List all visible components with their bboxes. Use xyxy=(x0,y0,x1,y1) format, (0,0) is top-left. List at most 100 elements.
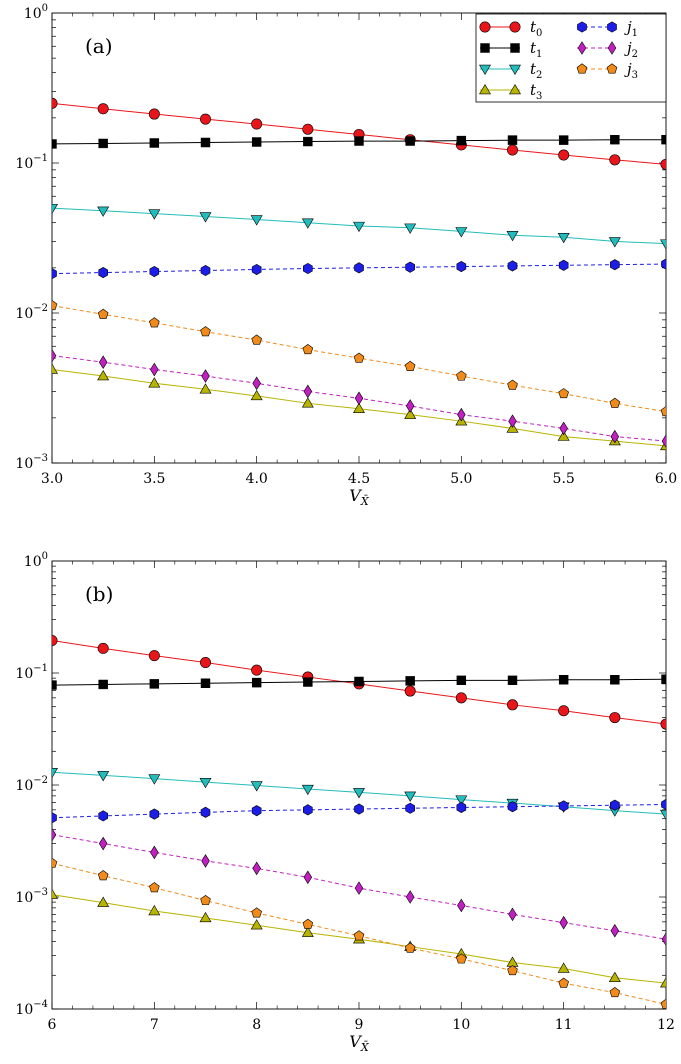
legend-entry-t1-marker xyxy=(510,43,520,53)
series-t1-point xyxy=(200,137,211,148)
series-t0-point xyxy=(404,685,416,697)
series-j2-point xyxy=(610,429,620,444)
series-j2-point xyxy=(150,845,159,860)
legend-entry-t0-sub: 0 xyxy=(536,28,542,39)
legend-entry-t1-label: t1 xyxy=(530,39,542,60)
legend-entry-j2-name: j xyxy=(624,39,632,57)
y-tick-exponent: −2 xyxy=(33,303,48,314)
series-j3-point xyxy=(660,998,666,1009)
series-t1-point xyxy=(456,675,467,686)
series-t2-point xyxy=(199,777,212,789)
series-t1-point xyxy=(558,135,569,145)
legend-entry-j2-marker xyxy=(607,41,617,55)
x-tick-label: 3.0 xyxy=(41,471,63,487)
legend-entry-t3-label: t3 xyxy=(530,81,542,102)
series-j2-point xyxy=(354,391,364,406)
series-t0-point xyxy=(148,108,160,120)
series-j1-point xyxy=(354,803,364,815)
series-j3 xyxy=(52,857,666,1009)
series-t2-point xyxy=(353,788,365,799)
series-t2-point xyxy=(250,781,263,792)
series-j2-point xyxy=(610,923,620,938)
legend-entry-t2-label: t2 xyxy=(530,60,542,81)
series-j1-point xyxy=(354,262,364,274)
series-j3-point xyxy=(456,953,467,964)
series-t3-point xyxy=(148,904,161,916)
series-t2-point xyxy=(608,237,621,248)
x-tick-label: 8 xyxy=(252,1017,261,1033)
series-t0-point xyxy=(302,123,314,135)
series-j2-point xyxy=(150,362,159,377)
series-t2-point xyxy=(52,768,58,779)
legend-entry-t0-marker xyxy=(509,21,521,33)
series-t3-point xyxy=(301,397,314,408)
series-t0-point xyxy=(558,149,570,161)
series-j3-point xyxy=(302,344,314,355)
y-tick-base: 10 xyxy=(15,1002,33,1018)
series-t2-point xyxy=(97,206,110,217)
series-t3-point xyxy=(608,971,621,982)
series-t3-point xyxy=(557,962,570,973)
series-t2-point xyxy=(148,209,161,220)
series-j2-point xyxy=(457,898,466,913)
y-tick-base: 10 xyxy=(24,6,42,22)
y-tick-exponent: −4 xyxy=(33,999,48,1010)
series-j3-point xyxy=(200,894,211,906)
x-tick-label: 6.0 xyxy=(655,471,677,487)
series-t3-point xyxy=(52,888,58,899)
series-j2-point xyxy=(661,434,666,448)
series-t1-point xyxy=(98,138,108,149)
series-j3-point xyxy=(507,379,518,390)
legend-entry-t2-sub: 2 xyxy=(536,70,542,81)
series-t3-point xyxy=(199,911,212,923)
x-tick-label: 12 xyxy=(657,1017,675,1033)
series-j3-point xyxy=(251,907,262,918)
series-t2-point xyxy=(455,227,468,238)
series-t1-point xyxy=(251,677,262,688)
series-t1-point xyxy=(98,679,108,690)
series-t1-point xyxy=(52,680,57,690)
legend-entry-j1-sub: 1 xyxy=(632,28,638,39)
axis-ticks xyxy=(51,561,667,1010)
series-j2-point xyxy=(201,369,210,383)
series-j1-point xyxy=(98,810,108,822)
series-j1-point xyxy=(52,268,57,280)
legend-entry-t3-name: t xyxy=(530,81,537,99)
series-t2-point xyxy=(97,771,110,782)
series-j2-point xyxy=(52,348,57,363)
series-t2-point xyxy=(455,795,468,806)
series-t1-point xyxy=(507,675,518,686)
series-j2 xyxy=(52,827,666,947)
legend-entry-t3-marker xyxy=(479,83,491,95)
series-j1-point xyxy=(507,260,518,272)
x-tick-label: 6 xyxy=(48,1017,57,1033)
x-axis-label: VX̄ xyxy=(349,486,370,508)
series-j1-point xyxy=(200,806,211,818)
legend-box xyxy=(475,13,667,103)
series-t0-point xyxy=(455,692,467,704)
series-t0-point xyxy=(251,664,263,676)
series-t1-point xyxy=(610,675,620,685)
series-j3-point xyxy=(558,388,569,399)
series-t3-point xyxy=(353,402,365,413)
y-tick-label: 10−4 xyxy=(15,999,48,1018)
series-t3-point xyxy=(250,389,263,401)
x-tick-label: 4.5 xyxy=(348,471,370,487)
series-j2-point xyxy=(52,827,57,842)
series-t2-point xyxy=(148,774,161,785)
series-j3-point xyxy=(558,977,569,988)
series-j2-point xyxy=(303,870,313,885)
series-j2 xyxy=(52,348,666,448)
series-j1-point xyxy=(405,261,415,273)
series-t3-point xyxy=(557,430,570,441)
series-j2-point xyxy=(559,421,568,436)
legend-entry-j1-marker xyxy=(607,21,617,33)
legend-entry-t1-sub: 1 xyxy=(536,49,542,60)
legend-entry-j3-label: j3 xyxy=(624,60,638,81)
legend-entry-j2-sub: 2 xyxy=(632,49,638,60)
y-tick-label: 10−3 xyxy=(15,453,48,472)
legend-entry-j1-marker xyxy=(577,21,587,33)
legend-entry-t1: t1 xyxy=(480,39,542,60)
